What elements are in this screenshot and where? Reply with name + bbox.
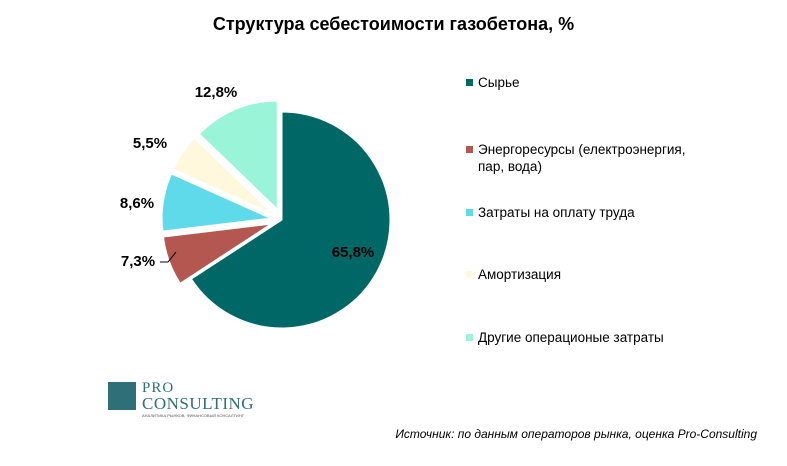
legend-item-4: Амортизация <box>466 266 696 283</box>
data-label-5: 12,8% <box>195 84 238 101</box>
legend-swatch <box>466 146 473 153</box>
legend-item-3: Затраты на оплату труда <box>466 204 696 221</box>
pie-slice-5 <box>198 100 278 211</box>
data-label-2: 7,3% <box>121 253 155 270</box>
legend-item-2: Энергоресурсы (електроэнергия, пар, вода… <box>466 141 696 175</box>
logo-consulting-text: CONSULTING <box>142 394 255 413</box>
legend-item-1: Сырье <box>466 74 696 91</box>
source-note: Источник: по данным операторов рынка, оц… <box>395 427 757 441</box>
logo-pro-text: PRO <box>142 380 175 396</box>
legend-item-5: Другие операционые затраты <box>466 329 696 346</box>
chart-title: Структура себестоимости газобетона, % <box>212 14 575 34</box>
legend-label: Затраты на оплату труда <box>478 205 635 220</box>
logo-emblem-icon <box>108 382 136 410</box>
pie-slice-1 <box>190 111 391 329</box>
legend-label: Энергоресурсы (електроэнергия, пар, вода… <box>478 142 686 174</box>
data-label-1: 65,8% <box>332 244 375 261</box>
legend-swatch <box>466 271 473 278</box>
legend-label: Другие операционые затраты <box>478 330 664 345</box>
legend-label: Сырье <box>478 75 520 90</box>
legend-swatch <box>466 79 473 86</box>
legend-label: Амортизация <box>478 267 562 282</box>
pro-consulting-logo: PRO CONSULTING АНАЛИТИКА РЫНКОВ. ФИНАНСО… <box>108 380 254 418</box>
data-label-4: 5,5% <box>133 135 167 152</box>
leader-line <box>160 251 177 263</box>
pie-slice-3 <box>161 173 272 232</box>
pie-slice-4 <box>172 137 273 214</box>
legend-swatch <box>466 209 473 216</box>
data-label-3: 8,6% <box>120 195 154 212</box>
legend-swatch <box>466 334 473 341</box>
logo-tagline: АНАЛИТИКА РЫНКОВ. ФИНАНСОВЫЙ КОНСАЛТИНГ <box>142 413 244 418</box>
